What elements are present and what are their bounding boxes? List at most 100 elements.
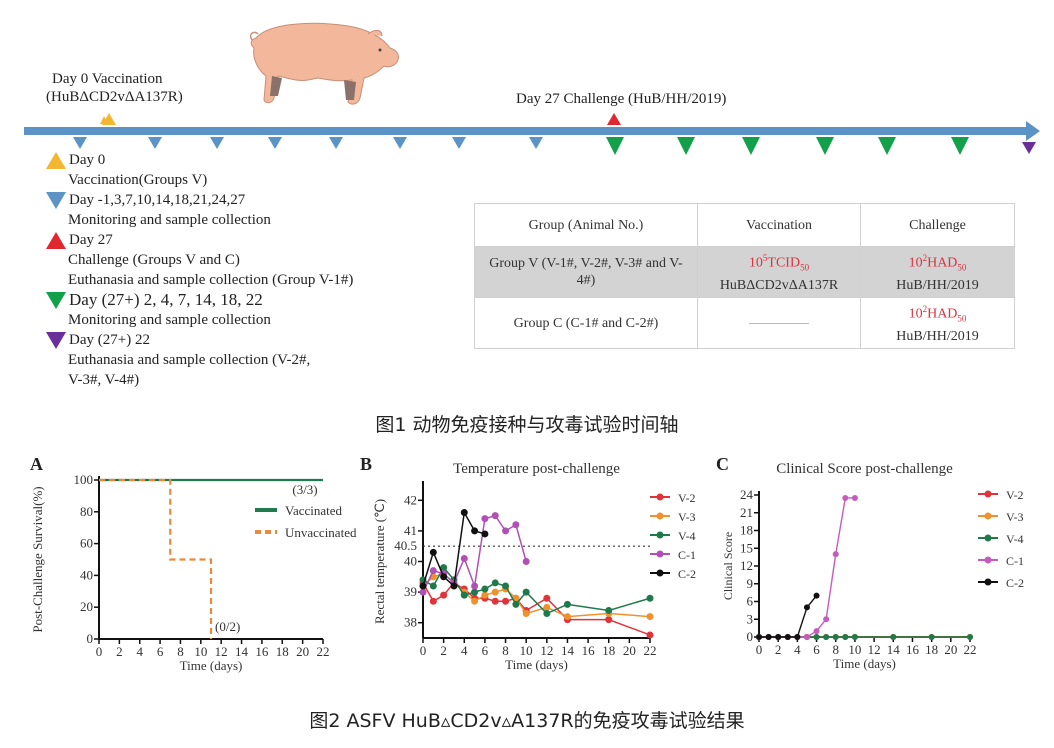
challenge-marker	[607, 113, 621, 125]
y-tick-label: 3	[747, 611, 754, 626]
data-point-v-2	[429, 597, 437, 605]
group-cell: Group V (V-1#, V-2#, V-3# and V-4#)	[474, 246, 698, 298]
y-tick-label: 60	[80, 536, 93, 551]
data-point-c-1	[491, 512, 499, 520]
data-point-c-1	[832, 551, 839, 558]
legend-label: V-2	[678, 491, 696, 505]
vaccination-cell	[697, 297, 861, 349]
data-point-v-4	[481, 585, 489, 593]
table-header-row: Group (Animal No.) Vaccination Challenge	[474, 203, 1015, 247]
data-point-c-2	[460, 509, 468, 517]
y-tick-label: 40	[404, 554, 417, 569]
x-tick-label: 18	[925, 642, 938, 657]
x-tick-label: 0	[756, 642, 763, 657]
series-line-c-1	[759, 497, 855, 638]
x-tick-label: 10	[848, 642, 861, 657]
data-point-v-2	[502, 597, 510, 605]
data-point-v-4	[543, 610, 551, 618]
data-point-c-2	[450, 582, 458, 590]
monitoring-marker	[268, 137, 282, 149]
legend-label: V-3	[1006, 510, 1024, 524]
data-point-c-2	[429, 548, 437, 556]
figure2-caption: 图2 ASFV HuB▵CD2v▵A137R的免疫攻毒试验结果	[309, 710, 745, 732]
timeline-diagram	[24, 22, 1040, 155]
data-point-v-3	[646, 613, 654, 621]
post-challenge-marker	[816, 137, 834, 155]
x-tick-label: 12	[215, 644, 228, 659]
group-cell: Group C (C-1# and C-2#)	[474, 297, 698, 349]
post-challenge-marker	[878, 137, 896, 155]
legend-item-challenge: Day 27	[46, 230, 353, 250]
data-point-v-3	[563, 613, 571, 621]
data-point-c-1	[481, 515, 489, 523]
data-point-c-2	[471, 527, 479, 535]
data-point-v-4	[890, 634, 897, 640]
y-tick-label: 0	[87, 631, 94, 646]
legend-marker	[984, 556, 992, 564]
y-tick-label: 41	[404, 523, 417, 538]
data-point-c-1	[803, 634, 810, 640]
x-tick-label: 4	[136, 644, 143, 659]
vaccination-label-line1: Day 0 Vaccination	[52, 71, 163, 87]
table-header: Challenge	[860, 203, 1015, 247]
y-tick-label: 15	[740, 540, 753, 555]
legend-desc: Monitoring and sample collection	[68, 312, 271, 328]
chart-legend: V-2 V-3 V-4 C-1 C-2	[978, 488, 1024, 590]
legend-marker	[656, 550, 664, 558]
y-tick-label: 40.5	[394, 538, 417, 553]
y-tick-label: 20	[80, 599, 93, 614]
x-tick-label: 18	[276, 644, 289, 659]
data-point-v-4	[563, 600, 571, 608]
data-point-c-2	[756, 634, 762, 640]
monitoring-marker	[210, 137, 224, 149]
legend-title: Day (27+) 22	[69, 332, 150, 348]
data-point-v-2	[646, 631, 654, 639]
data-point-c-1	[460, 554, 468, 562]
x-tick-label: 10	[520, 643, 533, 658]
challenge-dose: 102HAD50	[908, 253, 967, 273]
legend-desc: Monitoring and sample collection	[68, 212, 271, 228]
legend-desc: V-3#, V-4#)	[68, 372, 140, 388]
x-tick-label: 14	[561, 643, 575, 658]
data-point-v-4	[928, 634, 935, 640]
x-tick-label: 8	[177, 644, 184, 659]
series-line-c-1	[422, 514, 527, 593]
data-point-v-2	[440, 591, 448, 599]
data-point-v-3	[481, 591, 489, 599]
legend-item-monitoring: Day -1,3,7,10,14,18,21,24,27	[46, 190, 353, 210]
data-point-c-1	[823, 616, 830, 623]
y-axis-label: Rectal temperature (℃)	[372, 499, 387, 624]
x-tick-label: 16	[582, 643, 596, 658]
legend-label: C-1	[678, 548, 696, 562]
data-point-v-3	[491, 588, 499, 596]
y-tick-label: 18	[740, 523, 753, 538]
data-point-v-2	[491, 597, 499, 605]
data-point-c-1	[471, 582, 479, 590]
legend-label: V-4	[1006, 532, 1024, 546]
data-point-v-4	[967, 634, 973, 640]
x-tick-label: 4	[461, 643, 468, 658]
data-point-c-2	[775, 634, 782, 640]
monitoring-marker	[452, 137, 466, 149]
data-point-v-4	[491, 579, 499, 587]
series-line-c-2	[759, 595, 818, 638]
data-point-c-2	[794, 634, 801, 640]
triangle-up-red-icon	[46, 231, 66, 249]
y-tick-label: 0	[747, 629, 754, 644]
x-tick-label: 12	[868, 642, 881, 657]
panel-label-a: A	[30, 454, 43, 474]
legend-desc: Euthanasia and sample collection (Group …	[68, 272, 354, 288]
data-point-c-1	[522, 558, 530, 565]
legend-label: C-2	[1006, 576, 1024, 590]
triangle-down-blue-icon	[46, 191, 66, 209]
chart-title: Clinical Score post-challenge	[776, 461, 953, 477]
data-point-c-1	[502, 527, 510, 535]
x-tick-label: 20	[296, 644, 309, 659]
data-point-c-1	[842, 494, 849, 501]
y-tick-label: 80	[80, 504, 93, 519]
legend-marker	[656, 531, 664, 539]
euthanasia-marker	[1022, 142, 1036, 154]
data-point-c-2	[419, 582, 427, 590]
data-point-c-2	[803, 604, 810, 611]
